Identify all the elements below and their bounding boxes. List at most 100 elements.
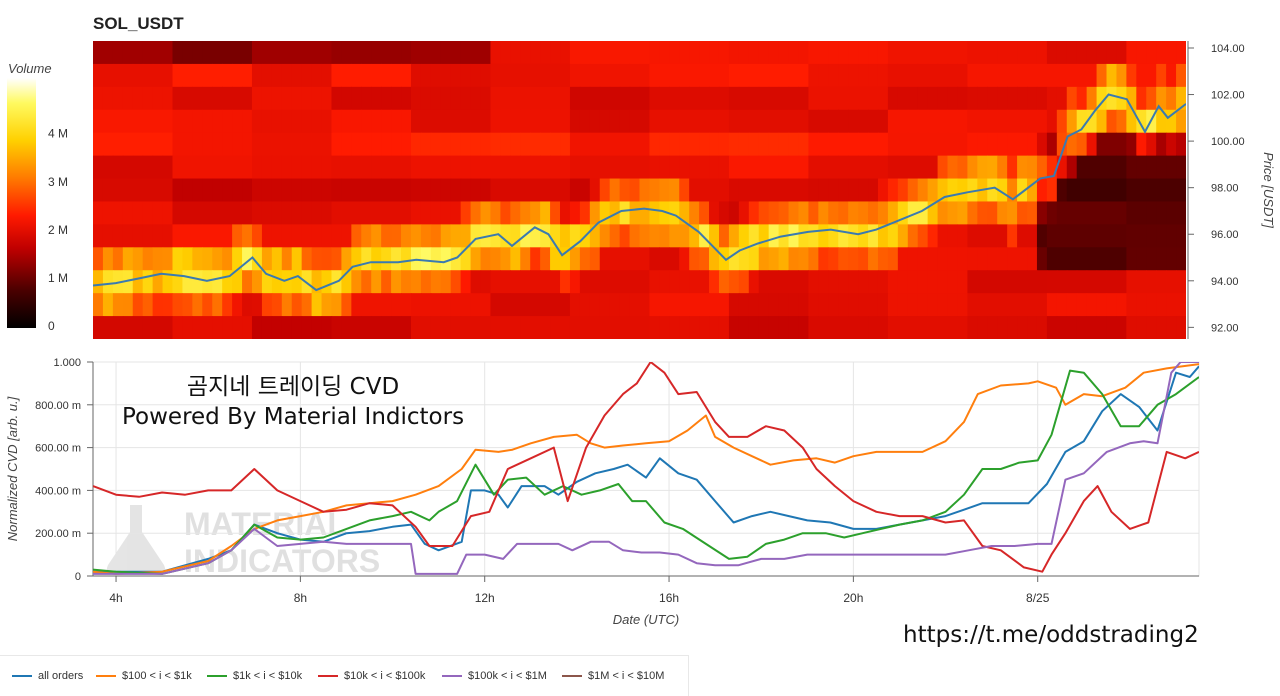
heatmap-cell xyxy=(530,86,541,111)
heatmap-cell xyxy=(649,201,660,225)
heatmap-cell xyxy=(778,109,790,134)
heatmap-cell xyxy=(550,201,561,225)
heatmap-cell xyxy=(957,41,968,65)
heatmap-cell xyxy=(391,63,402,88)
heatmap-cell xyxy=(182,132,193,157)
heatmap-cell xyxy=(788,178,800,203)
heatmap-cell xyxy=(540,155,551,180)
heatmap-cell xyxy=(897,293,909,317)
heatmap-cell xyxy=(242,109,253,134)
heatmap-cell xyxy=(391,224,402,248)
heatmap-cell xyxy=(142,201,154,225)
heatmap-cell xyxy=(142,224,154,248)
heatmap-cell xyxy=(897,41,909,65)
heatmap-cell xyxy=(977,270,988,294)
heatmap-cell xyxy=(887,247,899,271)
heatmap-cell xyxy=(907,270,919,294)
heatmap-cell xyxy=(997,86,1008,111)
heatmap-cell xyxy=(1066,155,1078,180)
heatmap-cell xyxy=(659,63,670,88)
heatmap-cell xyxy=(828,132,839,157)
legend-item-all-orders[interactable]: all orders xyxy=(12,670,83,682)
heatmap-cell xyxy=(1046,132,1058,157)
heatmap-cell xyxy=(569,132,581,157)
legend-item-100-1k[interactable]: $100 < i < $1k xyxy=(96,670,192,682)
heatmap-cell xyxy=(102,132,114,157)
heatmap-cell xyxy=(162,86,174,111)
heatmap-cell xyxy=(1136,270,1147,294)
heatmap-cell xyxy=(629,270,641,294)
heatmap-cell xyxy=(619,201,631,225)
heatmap-cell xyxy=(93,132,104,157)
heatmap-cell xyxy=(957,316,968,339)
heatmap-cell xyxy=(470,247,482,271)
heatmap-cell xyxy=(937,63,949,88)
heatmap-cell xyxy=(649,270,660,294)
heatmap-cell xyxy=(718,63,730,88)
heatmap-cell xyxy=(997,155,1008,180)
heatmap-cell xyxy=(679,132,690,157)
heatmap-cell xyxy=(818,132,829,157)
heatmap-cell xyxy=(907,109,919,134)
heatmap-cell xyxy=(162,270,174,294)
heatmap-cell xyxy=(808,247,819,271)
heatmap-cell xyxy=(212,155,223,180)
heatmap-cell xyxy=(1136,155,1147,180)
colorbar-tick-label: 4 M xyxy=(48,127,68,141)
heatmap-cell xyxy=(172,86,184,111)
legend-item-100k-1m[interactable]: $100k < i < $1M xyxy=(442,670,547,682)
legend-item-1k-10k[interactable]: $1k < i < $10k xyxy=(207,670,302,682)
heatmap-cell xyxy=(450,155,462,180)
heatmap-cell xyxy=(828,316,839,339)
heatmap-cell xyxy=(738,224,750,248)
heatmap-cell xyxy=(242,224,253,248)
heatmap-cell xyxy=(192,270,203,294)
heatmap-cell xyxy=(858,86,869,111)
heatmap-cell xyxy=(281,155,293,180)
heatmap-cell xyxy=(957,86,968,111)
heatmap-cell xyxy=(301,316,313,339)
heatmap-cell xyxy=(172,109,184,134)
heatmap-cell xyxy=(162,155,174,180)
heatmap-cell xyxy=(560,247,571,271)
heatmap-cell xyxy=(540,86,551,111)
heatmap-cell xyxy=(490,293,501,317)
heatmap-cell xyxy=(1136,86,1147,111)
heatmap-cell xyxy=(261,132,273,157)
heatmap-cell xyxy=(450,63,462,88)
heatmap-cell xyxy=(192,178,203,203)
heatmap-cell xyxy=(897,109,909,134)
heatmap-cell xyxy=(599,109,611,134)
heatmap-cell xyxy=(1076,132,1088,157)
heatmap-cell xyxy=(838,86,849,111)
heatmap-cell xyxy=(758,41,770,65)
heatmap-cell xyxy=(192,86,203,111)
heatmap-cell xyxy=(798,316,810,339)
heatmap-cell xyxy=(967,63,978,88)
heatmap-cell xyxy=(301,86,313,111)
heatmap-cell xyxy=(659,247,670,271)
heatmap-cell xyxy=(480,155,492,180)
heatmap-cell xyxy=(967,293,978,317)
heatmap-cell xyxy=(838,201,849,225)
heatmap-cell xyxy=(709,63,720,88)
heatmap-cell xyxy=(877,155,889,180)
heatmap-cell xyxy=(490,270,501,294)
legend-item-1m-10m[interactable]: $1M < i < $10M xyxy=(562,670,664,682)
heatmap-cell xyxy=(1076,86,1088,111)
heatmap-cell xyxy=(927,293,939,317)
heatmap-cell xyxy=(1086,201,1098,225)
heatmap-cell xyxy=(1066,316,1078,339)
heatmap-cell xyxy=(798,178,810,203)
heatmap-cell xyxy=(758,201,770,225)
heatmap-cell xyxy=(818,41,829,65)
heatmap-cell xyxy=(142,132,154,157)
heatmap-cell xyxy=(361,201,372,225)
heatmap-cell xyxy=(718,270,730,294)
heatmap-cell xyxy=(997,178,1008,203)
heatmap-cell xyxy=(709,224,720,248)
heatmap-cell xyxy=(152,178,164,203)
legend-item-10k-100k[interactable]: $10k < i < $100k xyxy=(318,670,425,682)
heatmap-cell xyxy=(649,155,660,180)
heatmap-cell xyxy=(788,247,800,271)
